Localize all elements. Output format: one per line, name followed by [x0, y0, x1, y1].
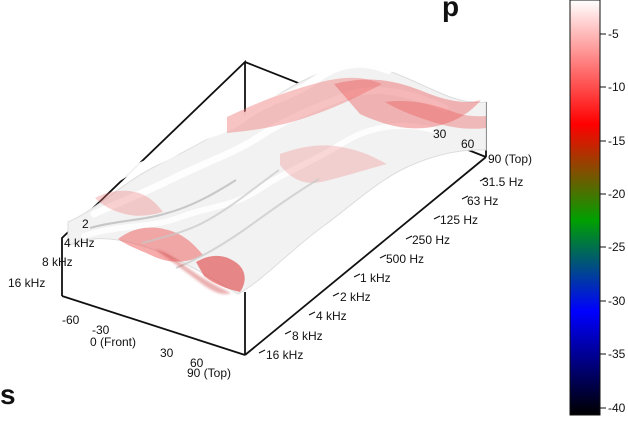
surface-dark-gully-1 — [89, 179, 237, 229]
frequency-tick-9: 16 kHz — [266, 348, 303, 362]
surface-red-band-4 — [196, 255, 245, 292]
back-frequency-tick-1: 4 kHz — [64, 236, 95, 250]
frequency-tick-marks — [258, 177, 487, 354]
back-frequency-tick-0: 2 — [82, 217, 89, 231]
side-letter: s — [0, 379, 16, 410]
frequency-tick-8: 8 kHz — [292, 329, 323, 343]
frequency-tick-5: 1 kHz — [360, 271, 391, 285]
surface-ridge-1 — [106, 59, 392, 187]
surface-dark-gully-2 — [141, 169, 280, 244]
angle-tick-1: -30 — [92, 323, 110, 337]
colorbar-fill — [569, 0, 601, 416]
frequency-tick-7: 4 kHz — [316, 309, 347, 323]
surface-ridge-3 — [81, 122, 437, 239]
surface-red-band-2 — [334, 79, 481, 129]
colorbar-label-5: -30 — [608, 294, 626, 308]
surface-red-band-7 — [385, 101, 486, 129]
colorbar-label-2: -15 — [608, 134, 626, 148]
colorbar-label-4: -25 — [608, 240, 626, 254]
angle-axis-labels: -60 -30 0 (Front) 30 60 90 (Top) — [62, 313, 231, 380]
angle-tick-3: 30 — [160, 346, 174, 360]
frequency-tick-0: 31.5 Hz — [482, 175, 523, 189]
frequency-tick-3: 250 Hz — [412, 233, 450, 247]
frequency-tick-2: 125 Hz — [440, 213, 478, 227]
colorbar-label-7: -40 — [608, 401, 626, 415]
surface-shadow — [155, 249, 231, 295]
angle-tick-4: 60 — [190, 356, 204, 370]
surface-red-band-3 — [118, 227, 203, 262]
colorbar-label-0: -5 — [608, 27, 619, 41]
surface-red-band-5 — [280, 145, 387, 183]
back-frequency-tick-3: 16 kHz — [8, 276, 45, 290]
back-angle-tick-2: 90 (Top) — [488, 152, 532, 166]
back-angle-tick-1: 60 — [461, 137, 475, 151]
angle-tick-2: 0 (Front) — [90, 335, 136, 349]
surface-dark-gully-3 — [175, 178, 320, 269]
frequency-tick-1: 63 Hz — [467, 194, 498, 208]
surface-ridge-2 — [90, 87, 449, 218]
back-wall-outline — [61, 59, 246, 296]
colorbar-label-6: -35 — [608, 347, 626, 361]
back-frequency-tick-2: 8 kHz — [42, 255, 73, 269]
frequency-tick-4: 500 Hz — [386, 252, 424, 266]
back-wall-labels: 2 4 kHz 8 kHz 16 kHz 30 60 90 (Top) — [8, 127, 532, 290]
frequency-axis-labels: 31.5 Hz 63 Hz 125 Hz 250 Hz 500 Hz 1 kHz… — [266, 175, 523, 362]
back-angle-tick-0: 30 — [433, 127, 447, 141]
colorbar-label-3: -20 — [608, 187, 626, 201]
colorbar-label-1: -10 — [608, 80, 626, 94]
surface-red-band-1 — [227, 77, 382, 133]
colorbar: -5 -10 -15 -20 -25 -30 -35 -40 — [569, 0, 626, 416]
surface-red-band-6 — [95, 190, 163, 216]
surface-body — [67, 59, 487, 295]
frequency-tick-6: 2 kHz — [340, 290, 371, 304]
angle-tick-5: 90 (Top) — [187, 366, 231, 380]
angle-tick-0: -60 — [62, 313, 80, 327]
title-fragment: p — [442, 0, 459, 22]
front-right-edge — [244, 156, 487, 356]
front-left-edge — [61, 295, 246, 356]
